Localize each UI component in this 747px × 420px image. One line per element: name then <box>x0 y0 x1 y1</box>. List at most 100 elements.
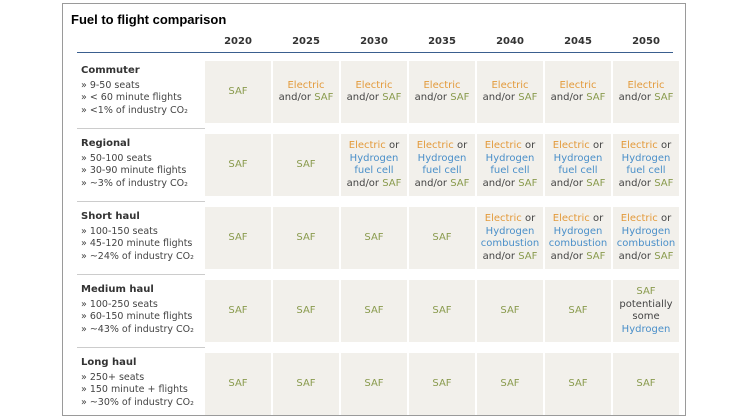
fuel-text: and/or <box>346 177 380 189</box>
cell: Electric or Hydrogen fuel cell and/or SA… <box>545 134 611 196</box>
fuel-text: SAF <box>500 304 520 316</box>
cell-text: Electric or Hydrogen fuel cell and/or SA… <box>548 140 608 190</box>
row-label: Commuter » 9-50 seats» < 60 minute flight… <box>81 65 205 117</box>
cell-text: SAF <box>412 232 472 245</box>
cell: SAF potentially some Hydrogen <box>613 280 679 342</box>
cell-text: SAF <box>548 378 608 391</box>
fuel-text: SAF <box>382 177 402 189</box>
cell-text: SAF <box>208 86 268 99</box>
cell-text: Electric and/or SAF <box>344 80 404 105</box>
cell: SAF <box>341 353 407 415</box>
column-header: 2050 <box>632 36 660 47</box>
cell: Electric and/or SAF <box>273 61 339 123</box>
row-detail: » ~43% of industry CO₂ <box>81 323 194 335</box>
row-separator <box>77 347 205 348</box>
row-detail: » ~3% of industry CO₂ <box>81 177 188 189</box>
fuel-text: SAF <box>450 92 470 103</box>
fuel-text: and/or <box>346 92 380 103</box>
column-header: 2025 <box>292 36 320 47</box>
fuel-text: SAF <box>636 286 656 297</box>
fuel-text: Hydrogen combustion <box>480 225 540 250</box>
cell: SAF <box>273 134 339 196</box>
cell: Electric or Hydrogen combustion and/or S… <box>613 207 679 269</box>
cell-text: Electric and/or SAF <box>412 80 472 105</box>
fuel-text: SAF <box>364 377 384 389</box>
fuel-text: and/or <box>482 92 516 103</box>
cell: Electric and/or SAF <box>545 61 611 123</box>
fuel-text: SAF <box>636 377 656 389</box>
fuel-text: Electric <box>484 213 522 224</box>
cell: SAF <box>273 280 339 342</box>
fuel-text: or <box>457 140 468 151</box>
fuel-text: potentially some <box>619 298 673 323</box>
header-rule <box>77 52 673 53</box>
fuel-text: SAF <box>450 177 470 189</box>
fuel-text: or <box>525 140 536 151</box>
fuel-text: and/or <box>618 250 652 262</box>
cell: SAF <box>409 207 475 269</box>
cell-text: SAF <box>208 378 268 391</box>
row-name: Commuter <box>81 65 140 76</box>
fuel-text: SAF <box>296 231 316 243</box>
cell-text: SAF <box>344 305 404 318</box>
cell-text: Electric or Hydrogen combustion and/or S… <box>548 213 608 263</box>
fuel-text: SAF <box>296 304 316 316</box>
fuel-text: SAF <box>228 231 248 243</box>
fuel-text: SAF <box>364 231 384 243</box>
fuel-text: Hydrogen fuel cell <box>417 152 467 177</box>
fuel-text: Electric <box>416 140 454 151</box>
fuel-text: SAF <box>314 92 334 103</box>
fuel-text: SAF <box>586 250 606 262</box>
cell-text: Electric or Hydrogen fuel cell and/or SA… <box>616 140 676 190</box>
fuel-text: Hydrogen combustion <box>616 225 676 250</box>
fuel-text: and/or <box>414 177 448 189</box>
row-separator <box>77 274 205 275</box>
cell-text: Electric or Hydrogen combustion and/or S… <box>616 213 676 263</box>
row-label: Medium haul » 100-250 seats» 60-150 minut… <box>81 284 205 336</box>
fuel-text: SAF <box>568 377 588 389</box>
fuel-text: and/or <box>618 177 652 189</box>
fuel-text: and/or <box>482 250 516 262</box>
cell: Electric or Hydrogen fuel cell and/or SA… <box>477 134 543 196</box>
cell: Electric or Hydrogen fuel cell and/or SA… <box>341 134 407 196</box>
cell: SAF <box>613 353 679 415</box>
row-detail: » 250+ seats <box>81 371 145 383</box>
cell-text: Electric and/or SAF <box>616 80 676 105</box>
fuel-text: SAF <box>518 92 538 103</box>
fuel-text: and/or <box>278 92 312 103</box>
fuel-text: or <box>525 213 536 224</box>
fuel-text: SAF <box>586 177 606 189</box>
fuel-text: SAF <box>228 377 248 389</box>
cell-text: SAF <box>616 378 676 391</box>
fuel-text: Hydrogen fuel cell <box>349 152 399 177</box>
fuel-text: or <box>593 140 604 151</box>
fuel-text: SAF <box>364 304 384 316</box>
title: Fuel to flight comparison <box>71 12 227 27</box>
cell: SAF <box>409 280 475 342</box>
row-name: Medium haul <box>81 284 154 295</box>
fuel-text: Electric <box>348 140 386 151</box>
cell-text: SAF <box>276 232 336 245</box>
fuel-text: Electric <box>620 140 658 151</box>
fuel-text: and/or <box>482 177 516 189</box>
cell-text: Electric or Hydrogen fuel cell and/or SA… <box>344 140 404 190</box>
fuel-text: Hydrogen fuel cell <box>553 152 603 177</box>
row-detail: » 45-120 minute flights <box>81 238 193 249</box>
fuel-text: SAF <box>654 250 674 262</box>
fuel-text: Electric <box>627 79 665 91</box>
cell: SAF <box>205 207 271 269</box>
cell: SAF <box>341 207 407 269</box>
cell: SAF <box>409 353 475 415</box>
cell: Electric and/or SAF <box>341 61 407 123</box>
cell-text: SAF <box>276 159 336 172</box>
cell: SAF <box>477 353 543 415</box>
fuel-text: Electric <box>491 79 529 91</box>
column-header: 2035 <box>428 36 456 47</box>
cell-text: SAF <box>276 378 336 391</box>
fuel-text: or <box>389 140 400 151</box>
fuel-text: SAF <box>228 158 248 170</box>
fuel-text: Electric <box>559 79 597 91</box>
cell: SAF <box>205 61 271 123</box>
fuel-text: Hydrogen fuel cell <box>485 152 535 177</box>
row-detail: » 9-50 seats <box>81 79 140 91</box>
